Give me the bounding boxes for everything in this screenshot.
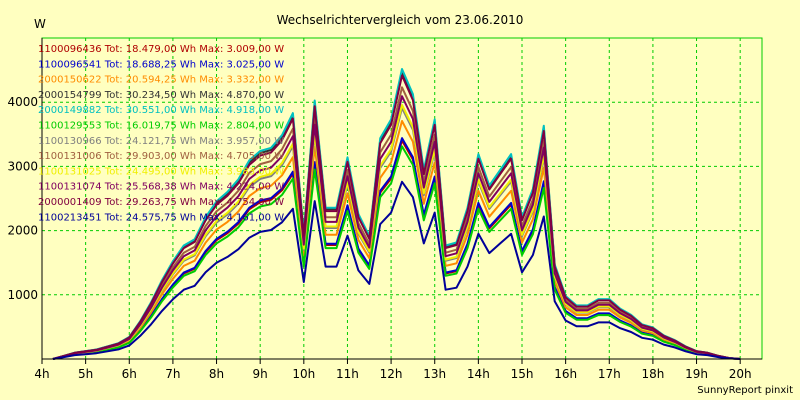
chart-title: Wechselrichtervergleich vom 23.06.2010 [277,13,524,27]
legend-entry-1100130966: 1100130966 Tot: 24.121,75 Wh Max: 3.957,… [38,136,284,147]
legend-entry-1100131074: 1100131074 Tot: 25.568,38 Wh Max: 4.224,… [38,182,284,193]
y-tick-label: 1000 [7,288,38,302]
y-axis-label: W [34,17,46,31]
legend-entry-2000149882: 2000149882 Tot: 30.551,00 Wh Max: 4.918,… [38,105,284,116]
x-tick-label: 19h [685,367,708,381]
legend: 1100096436 Tot: 18.479,00 Wh Max: 3.009,… [38,44,284,223]
x-tick-label: 13h [423,367,446,381]
x-tick-label: 6h [122,367,137,381]
x-tick-label: 16h [554,367,577,381]
x-tick-label: 10h [292,367,315,381]
x-tick-label: 5h [78,367,93,381]
series-line-1100131074 [52,95,741,360]
legend-entry-1100096541: 1100096541 Tot: 18.688,25 Wh Max: 3.025,… [38,59,284,70]
series-line-1100131006 [52,86,741,360]
x-tick-label: 14h [467,367,490,381]
series-line-2000001409 [52,74,741,360]
axes: 4h 5h 6h 7h 8h 9h 10h 11h 12h 13h 14h 15h 16h 17h 18h 1… [7,38,762,381]
legend-entry-1100129553: 1100129553 Tot: 16.019,75 Wh Max: 2.804,… [38,121,284,132]
x-tick-label: 20h [729,367,752,381]
x-tick-label: 9h [253,367,268,381]
credit-text: SunnyReport pinxit [697,385,793,396]
y-tick-label: 4000 [7,95,38,109]
series-line-1100213451 [52,180,741,360]
x-tick-label: 7h [165,367,180,381]
legend-entry-1100131006: 1100131006 Tot: 29.903,00 Wh Max: 4.705,… [38,151,284,162]
x-tick-label: 17h [598,367,621,381]
y-tick-label: 3000 [7,159,38,173]
y-tick-label: 2000 [7,224,38,238]
x-tick-label: 11h [336,367,359,381]
x-tick-label: 4h [34,367,49,381]
x-tick-label: 15h [511,367,534,381]
legend-entry-1100131025: 1100131025 Tot: 24.495,00 Wh Max: 3.983,… [38,166,284,177]
x-tick-label: 18h [641,367,664,381]
series-line-1100096541 [52,137,741,360]
series-line-2000150622 [52,120,741,360]
series-line-1100131025 [52,104,741,360]
series-lines [52,68,741,360]
legend-entry-2000001409: 2000001409 Tot: 29.263,75 Wh Max: 4.754,… [38,197,284,208]
legend-entry-1100096436: 1100096436 Tot: 18.479,00 Wh Max: 3.009,… [38,44,284,55]
x-tick-label: 12h [380,367,403,381]
series-line-1100129553 [52,145,741,360]
legend-entry-2000154799: 2000154799 Tot: 30.234,50 Wh Max: 4.870,… [38,90,284,101]
legend-entry-1100213451: 1100213451 Tot: 24.575,75 Wh Max: 4.161,… [38,212,284,223]
x-tick-label: 8h [209,367,224,381]
legend-entry-2000150622: 2000150622 Tot: 20.594,25 Wh Max: 3.332,… [38,75,284,86]
